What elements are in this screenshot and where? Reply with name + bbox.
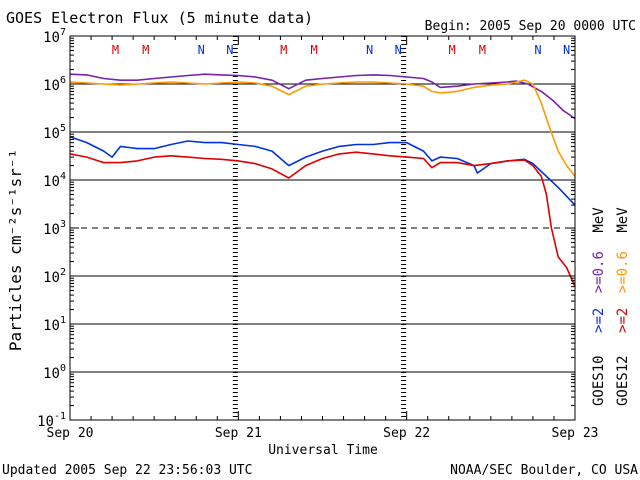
x-tick-label: Sep 22 bbox=[383, 426, 430, 441]
credit-label: NOAA/SEC Boulder, CO USA bbox=[450, 463, 638, 478]
x-axis-title: Universal Time bbox=[268, 443, 378, 458]
marker-n: N bbox=[226, 43, 233, 57]
marker-n: N bbox=[534, 43, 541, 57]
series-goes12-0-6-mev bbox=[69, 79, 576, 177]
legend-goes12: GOES12 >=2 >=0.6 MeV bbox=[615, 207, 631, 406]
svg-text:GOES10 >=2 >=0.6: GOES10 >=2 >=0.6 MeV bbox=[591, 207, 607, 406]
y-tick-label: 106 bbox=[43, 75, 66, 94]
marker-m: M bbox=[112, 43, 119, 57]
x-tick-label: Sep 23 bbox=[552, 426, 599, 441]
y-axis-ticks: 10-1 100 101 102 103 104 105 106 107 bbox=[37, 27, 575, 430]
x-tick-label: Sep 21 bbox=[215, 426, 262, 441]
series-goes12-2-mev bbox=[69, 151, 576, 287]
marker-n: N bbox=[563, 43, 570, 57]
legend-goes10-unit: MeV bbox=[591, 207, 607, 233]
begin-label: Begin: 2005 Sep 20 0000 UTC bbox=[425, 19, 636, 34]
series-goes10-2-mev bbox=[69, 135, 576, 206]
marker-m: M bbox=[479, 43, 486, 57]
y-tick-label: 105 bbox=[43, 123, 66, 142]
marker-n: N bbox=[366, 43, 373, 57]
marker-n: N bbox=[198, 43, 205, 57]
x-axis-ticks: Sep 20 Sep 21 Sep 22 Sep 23 bbox=[47, 36, 599, 441]
legend-goes12-unit: MeV bbox=[615, 207, 631, 233]
updated-label: Updated 2005 Sep 22 23:56:03 UTC bbox=[2, 463, 252, 478]
y-tick-label: 10-1 bbox=[37, 411, 66, 430]
legend-goes10-sat: GOES10 bbox=[591, 355, 607, 406]
legend-goes12-e2: >=2 bbox=[615, 308, 631, 333]
legend-goes10: GOES10 >=2 >=0.6 MeV bbox=[591, 207, 607, 406]
legend-goes10-e2: >=2 bbox=[591, 308, 607, 333]
series-lines bbox=[69, 73, 576, 287]
marker-m: M bbox=[448, 43, 455, 57]
y-tick-label: 100 bbox=[43, 363, 66, 382]
y-tick-label: 104 bbox=[43, 171, 66, 190]
y-tick-label: 101 bbox=[43, 315, 66, 334]
svg-text:GOES12 >=2 >=0.6: GOES12 >=2 >=0.6 MeV bbox=[615, 207, 631, 406]
y-axis-title: Particles cm⁻²s⁻¹sr⁻¹ bbox=[6, 149, 25, 351]
legend-goes12-e06: >=0.6 bbox=[615, 251, 631, 293]
series-goes10-0-6-mev bbox=[69, 73, 576, 120]
marker-m: M bbox=[142, 43, 149, 57]
legend-goes12-sat: GOES12 bbox=[615, 355, 631, 406]
y-tick-label: 107 bbox=[43, 27, 66, 46]
marker-m: M bbox=[280, 43, 287, 57]
marker-m: M bbox=[310, 43, 317, 57]
x-tick-label: Sep 20 bbox=[47, 426, 94, 441]
y-tick-label: 102 bbox=[43, 267, 66, 286]
gridlines bbox=[70, 83, 575, 373]
y-tick-label: 103 bbox=[43, 219, 66, 238]
legend-goes10-e06: >=0.6 bbox=[591, 251, 607, 293]
day-boundary-lines bbox=[232, 36, 407, 420]
marker-n: N bbox=[395, 43, 402, 57]
chart-title: GOES Electron Flux (5 minute data) bbox=[6, 9, 313, 27]
